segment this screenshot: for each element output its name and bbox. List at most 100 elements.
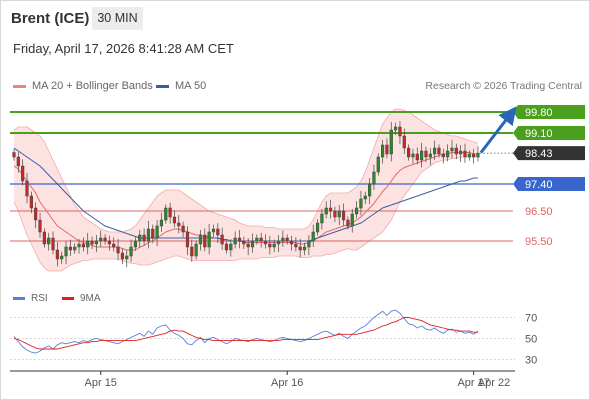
candle (237, 229, 242, 249)
candle-body (216, 228, 220, 236)
ma20-line (13, 152, 478, 251)
candle (25, 172, 29, 204)
candle-body (428, 153, 432, 158)
instrument-title: Brent (ICE) (11, 10, 90, 27)
candle-body (398, 126, 402, 137)
candle-body (320, 213, 324, 224)
candle-body (250, 240, 255, 248)
candle (433, 140, 437, 160)
bollinger-lower-line (13, 156, 478, 272)
legend-ma50-label: MA 50 (175, 80, 207, 92)
candle-body (86, 240, 90, 248)
candle-body (116, 246, 120, 254)
candle (177, 214, 181, 234)
candle (276, 235, 281, 253)
candle-body (367, 183, 372, 197)
candle (263, 234, 268, 249)
candle-body (411, 153, 415, 158)
candle-body (385, 144, 389, 155)
candle-body (224, 243, 229, 251)
level-tag-label: 98.43 (525, 148, 553, 160)
candle-body (168, 207, 172, 218)
candle-body (424, 150, 428, 158)
candle-body (402, 135, 406, 149)
candle-body (324, 207, 328, 215)
candle (246, 238, 250, 256)
candle-body (263, 240, 268, 245)
candle (38, 212, 42, 238)
candle (90, 236, 94, 250)
candle (155, 220, 159, 247)
legend-rsi-swatch (13, 296, 25, 300)
candle (341, 203, 346, 226)
candle-body (237, 237, 242, 242)
candle (116, 238, 120, 261)
legend-ma50-swatch (156, 84, 169, 88)
candle-body (346, 219, 350, 227)
candle-body (16, 156, 20, 167)
candle (77, 238, 81, 254)
candle (86, 232, 90, 255)
legend-9ma-label: 9MA (80, 293, 101, 304)
candle (302, 242, 307, 256)
rsi-line (13, 309, 479, 354)
candle (394, 122, 398, 136)
candle (133, 237, 138, 251)
candle (181, 221, 185, 238)
candle-body (172, 216, 177, 224)
x-axis-label: Apr 22 (478, 377, 510, 389)
candle-body (389, 129, 393, 155)
candle (151, 224, 155, 244)
candle (389, 121, 393, 162)
legend-bollinger: MA 20 + Bollinger Bands (13, 80, 153, 92)
candle-body (47, 237, 51, 245)
candle-body (463, 150, 467, 158)
legend-ma50: MA 50 (156, 80, 206, 92)
forecast-arrow (479, 106, 517, 154)
candle-body (276, 240, 281, 245)
timeframe-button[interactable]: 30 MIN (92, 7, 143, 30)
candle (420, 142, 424, 168)
candle-body (55, 249, 59, 260)
candle (346, 216, 350, 230)
candle (207, 223, 211, 255)
candle (328, 199, 333, 219)
candle (311, 224, 315, 247)
candle-body (281, 237, 285, 242)
candle-body (420, 150, 424, 161)
candle-body (298, 246, 302, 251)
candle (363, 191, 367, 205)
candle (73, 243, 77, 254)
candle (307, 235, 311, 256)
legend-9ma: 9MA (62, 293, 101, 304)
candle (428, 148, 432, 166)
level-tag-box (513, 105, 585, 119)
candle-body (159, 219, 164, 227)
candle-body (107, 240, 111, 245)
candle-body (272, 243, 276, 248)
candle (16, 151, 20, 173)
candle-body (467, 153, 471, 158)
candle-body (151, 228, 155, 239)
legend-rsi-label: RSI (31, 293, 48, 304)
candle (350, 208, 354, 233)
candle (289, 235, 294, 251)
level-tag-label: 99.80 (525, 107, 553, 119)
level-tag-resistance: 99.80 (513, 105, 585, 119)
candle (402, 128, 406, 154)
candle (372, 164, 376, 190)
candle (112, 237, 116, 252)
candle-body (315, 222, 320, 233)
candle (216, 223, 220, 244)
candle-body (372, 171, 376, 185)
candle (233, 231, 237, 249)
candle-body (42, 231, 46, 245)
candle (172, 210, 177, 228)
candle (324, 201, 328, 219)
candle (220, 227, 224, 250)
candle (467, 150, 471, 161)
level-tag-pivot: 97.40 (513, 177, 585, 191)
candle-body (376, 156, 380, 173)
candle (398, 121, 402, 145)
candle (441, 148, 445, 164)
